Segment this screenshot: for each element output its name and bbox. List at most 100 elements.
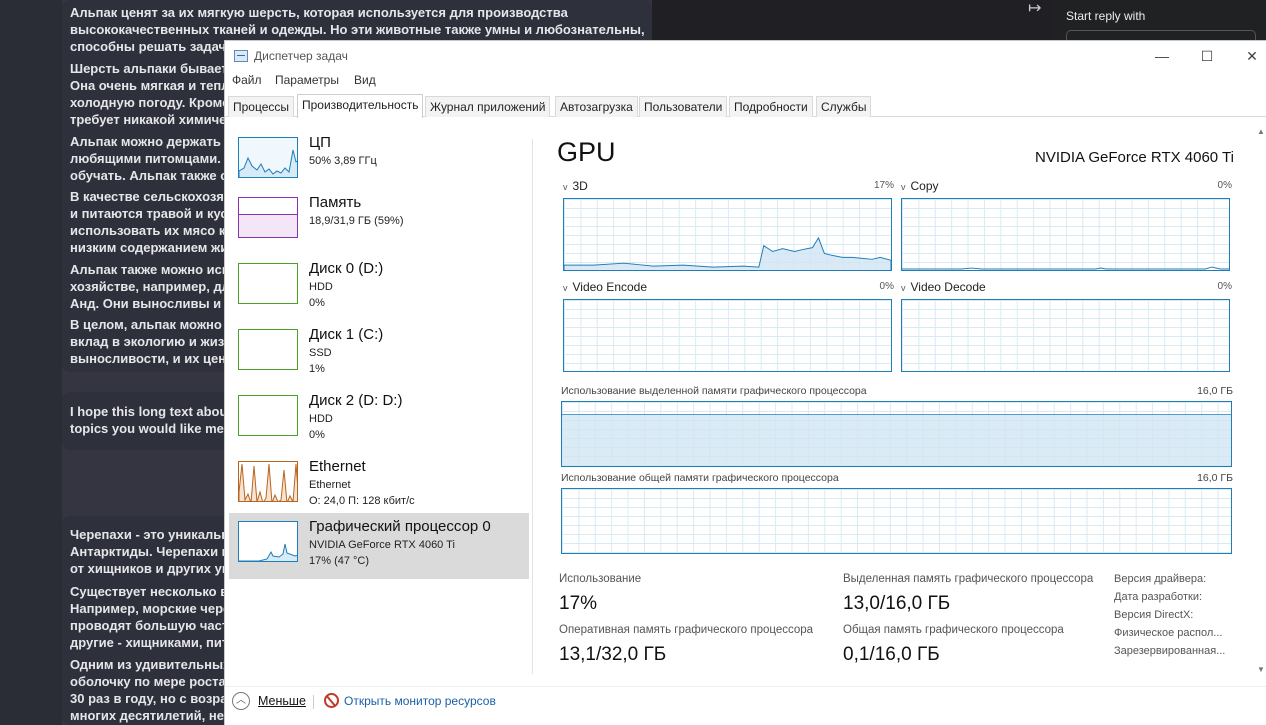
footer-bar: ︿ Меньше Открыть монитор ресурсов xyxy=(225,686,1266,725)
vertical-scrollbar[interactable]: ▲ ▼ xyxy=(1256,119,1266,679)
background-message: Альпак ценят за их мягкую шерсть, котора… xyxy=(70,5,644,54)
background-message: В качестве сельскохозяйс и питаются траво… xyxy=(70,189,240,255)
dedicated-memory-stat-label: Выделенная память графического процессор… xyxy=(843,573,1094,585)
tab-bar: Процессы Производительность Журнал прило… xyxy=(225,94,1266,118)
resource-disk-2[interactable]: Диск 2 (D: D:) HDD 0% xyxy=(229,387,529,449)
background-message: Шерсть альпаки бывает р Она очень мягкая … xyxy=(70,61,240,127)
panel-divider[interactable] xyxy=(532,139,533,674)
resource-disk-0[interactable]: Диск 0 (D:) HDD 0% xyxy=(229,255,529,317)
cpu-mini-graph xyxy=(238,137,298,178)
gpu-mini-graph xyxy=(238,521,298,562)
footer-divider xyxy=(313,695,314,709)
scroll-down-icon[interactable]: ▼ xyxy=(1257,665,1265,674)
resource-gpu-0[interactable]: Графический процессор 0 NVIDIA GeForce R… xyxy=(229,513,529,579)
engine-graph-video-encode xyxy=(563,299,892,372)
tab-performance[interactable]: Производительность xyxy=(297,94,424,118)
minimize-button[interactable]: — xyxy=(1155,48,1169,64)
menu-options[interactable]: Параметры xyxy=(275,73,339,87)
resource-name: Ethernet xyxy=(309,458,366,475)
engine-graph-3d xyxy=(563,198,892,271)
resource-type: HDD xyxy=(309,413,333,425)
background-sidebar xyxy=(0,0,62,725)
gpu-model: NVIDIA GeForce RTX 4060 Ti xyxy=(1035,149,1234,166)
engine-percent: 0% xyxy=(1217,281,1232,292)
resource-usage: 1% xyxy=(309,363,325,375)
chevron-down-icon: v xyxy=(901,283,906,293)
disk-1-mini-graph xyxy=(238,329,298,370)
driver-version-label: Версия драйвера: xyxy=(1114,573,1207,585)
export-icon[interactable]: ↦ xyxy=(1028,0,1042,17)
engine-selector-copy[interactable]: v Copy xyxy=(901,179,939,193)
background-message: Одним из удивительных оболочку по мере ро… xyxy=(70,657,242,723)
resource-detail: 50% 3,89 ГГц xyxy=(309,155,377,167)
fewer-details-button[interactable]: Меньше xyxy=(258,694,306,708)
background-message: I hope this long text about topics you wo… xyxy=(70,404,240,436)
reserved-memory-label: Зарезервированная... xyxy=(1114,645,1226,657)
resource-disk-1[interactable]: Диск 1 (C:) SSD 1% xyxy=(229,321,529,383)
tab-users[interactable]: Пользователи xyxy=(639,96,728,117)
start-reply-title: Start reply with xyxy=(1066,9,1146,23)
menu-view[interactable]: Вид xyxy=(354,73,376,87)
resource-ethernet[interactable]: Ethernet Ethernet О: 24,0 П: 128 кбит/с xyxy=(229,453,529,515)
resource-type: SSD xyxy=(309,347,332,359)
start-reply-box[interactable] xyxy=(1066,30,1256,44)
memory-mini-graph xyxy=(238,197,298,238)
page-title: GPU xyxy=(557,137,616,167)
background-message: Альпак можно держать ка любящими питомцам… xyxy=(70,134,239,183)
resource-throughput: О: 24,0 П: 128 кбит/с xyxy=(309,495,415,507)
usage-label: Использование xyxy=(559,573,642,585)
chevron-up-icon[interactable]: ︿ xyxy=(232,692,250,710)
disk-2-mini-graph xyxy=(238,395,298,436)
engine-selector-video-decode[interactable]: v Video Decode xyxy=(901,280,986,294)
resource-type: HDD xyxy=(309,281,333,293)
resource-memory[interactable]: Память 18,9/31,9 ГБ (59%) xyxy=(229,189,529,251)
resource-usage: 0% xyxy=(309,297,325,309)
engine-percent: 17% xyxy=(873,180,894,191)
resource-cpu[interactable]: ЦП 50% 3,89 ГГц xyxy=(229,129,529,191)
menu-file[interactable]: Файл xyxy=(232,73,262,87)
engine-percent: 0% xyxy=(1217,180,1232,191)
resource-name: Диск 2 (D: D:) xyxy=(309,392,403,409)
maximize-button[interactable]: ☐ xyxy=(1200,48,1214,64)
resource-name: ЦП xyxy=(309,134,331,151)
tab-app-history[interactable]: Журнал приложений xyxy=(425,96,551,117)
title-bar[interactable]: Диспетчер задач — ☐ ✕ xyxy=(225,41,1266,71)
shared-memory-stat-value: 0,1/16,0 ГБ xyxy=(843,644,940,665)
resource-name: Диск 0 (D:) xyxy=(309,260,384,277)
tab-details[interactable]: Подробности xyxy=(729,96,813,117)
resource-name: Память xyxy=(309,194,362,211)
engine-selector-video-encode[interactable]: v Video Encode xyxy=(563,280,648,294)
chevron-down-icon: v xyxy=(563,283,568,293)
directx-version-label: Версия DirectX: xyxy=(1114,609,1194,621)
resource-detail: NVIDIA GeForce RTX 4060 Ti xyxy=(309,539,455,551)
dedicated-memory-max: 16,0 ГБ xyxy=(1197,385,1233,397)
close-button[interactable]: ✕ xyxy=(1246,48,1258,64)
driver-date-label: Дата разработки: xyxy=(1114,591,1203,603)
tab-processes[interactable]: Процессы xyxy=(228,96,295,117)
open-resource-monitor-link[interactable]: Открыть монитор ресурсов xyxy=(344,694,496,708)
engine-percent: 0% xyxy=(879,281,894,292)
ethernet-mini-graph xyxy=(238,461,298,502)
resource-detail: 18,9/31,9 ГБ (59%) xyxy=(309,215,404,227)
shared-memory-stat-label: Общая память графического процессора xyxy=(843,624,1064,636)
window-title: Диспетчер задач xyxy=(254,49,348,63)
background-message: Существует несколько ви Например, морские… xyxy=(70,584,239,650)
task-manager-window: Диспетчер задач — ☐ ✕ Файл Параметры Вид… xyxy=(224,40,1266,725)
background-right-panel xyxy=(1052,0,1266,42)
chevron-down-icon: v xyxy=(563,182,568,192)
chevron-down-icon: v xyxy=(901,182,906,192)
disk-0-mini-graph xyxy=(238,263,298,304)
resource-usage: 17% (47 °C) xyxy=(309,555,370,567)
physical-location-label: Физическое распол... xyxy=(1114,627,1223,639)
gpu-ram-label: Оперативная память графического процессо… xyxy=(559,624,814,636)
tab-startup[interactable]: Автозагрузка xyxy=(555,96,638,117)
background-message: Альпак также можно испо хозяйстве, наприм… xyxy=(70,262,243,311)
engine-selector-3d[interactable]: v 3D xyxy=(563,179,588,193)
engine-graph-video-decode xyxy=(901,299,1230,372)
dedicated-memory-graph xyxy=(561,401,1232,467)
shared-memory-max: 16,0 ГБ xyxy=(1197,472,1233,484)
resource-monitor-icon[interactable] xyxy=(324,693,339,708)
scroll-up-icon[interactable]: ▲ xyxy=(1257,127,1265,136)
resource-detail: Ethernet xyxy=(309,479,351,491)
tab-services[interactable]: Службы xyxy=(816,96,872,117)
